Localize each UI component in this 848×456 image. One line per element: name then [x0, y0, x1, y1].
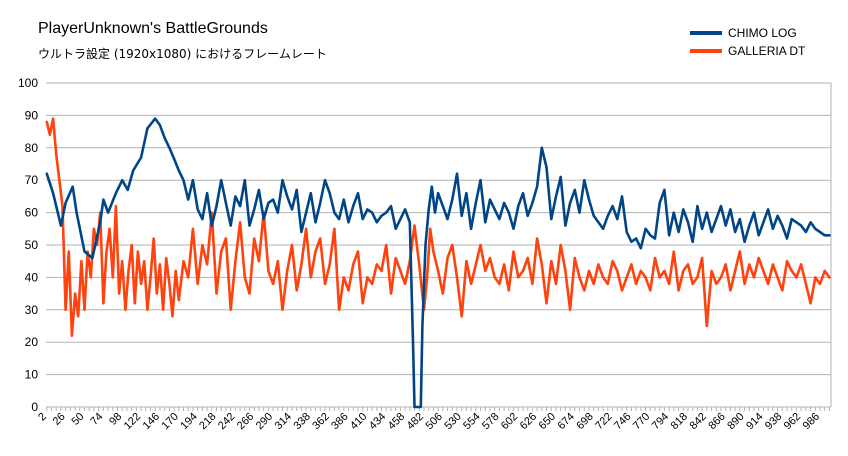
legend: CHIMO LOG GALLERIA DT	[690, 24, 805, 60]
y-tick-label-70: 70	[25, 173, 39, 187]
chart-subtitle: ウルトラ設定 (1920x1080) におけるフレームレート	[38, 47, 327, 61]
x-tick-label-770: 770	[631, 411, 652, 432]
y-tick-label-40: 40	[25, 270, 39, 284]
x-tick-label-794: 794	[650, 411, 671, 432]
x-tick-label-50: 50	[69, 411, 86, 428]
x-tick-label-434: 434	[367, 411, 388, 432]
x-tick-label-962: 962	[782, 411, 803, 432]
x-tick-label-218: 218	[197, 411, 218, 432]
x-tick-label-722: 722	[593, 411, 614, 432]
x-tick-label-26: 26	[51, 411, 68, 428]
legend-swatch-galleria-dt	[690, 49, 722, 53]
y-tick-label-0: 0	[31, 400, 38, 414]
x-tick-label-842: 842	[687, 411, 708, 432]
x-tick-label-506: 506	[423, 411, 444, 432]
x-tick-label-650: 650	[537, 411, 558, 432]
x-tick-label-626: 626	[518, 411, 539, 432]
x-tick-label-554: 554	[461, 411, 482, 432]
x-tick-label-362: 362	[310, 411, 331, 432]
y-tick-label-50: 50	[25, 238, 39, 252]
x-tick-label-914: 914	[744, 411, 765, 432]
x-tick-label-122: 122	[122, 411, 143, 432]
x-tick-label-818: 818	[669, 411, 690, 432]
x-tick-label-746: 746	[612, 411, 633, 432]
x-tick-label-410: 410	[348, 411, 369, 432]
x-tick-label-530: 530	[442, 411, 463, 432]
series-line-galleria-dt	[45, 117, 831, 338]
x-tick-label-866: 866	[706, 411, 727, 432]
x-tick-label-98: 98	[107, 411, 124, 428]
x-tick-label-890: 890	[725, 411, 746, 432]
x-tick-label-674: 674	[555, 411, 576, 432]
y-tick-label-90: 90	[25, 108, 39, 122]
x-tick-label-602: 602	[499, 411, 520, 432]
chart-title: PlayerUnknown's BattleGrounds	[38, 20, 268, 37]
legend-item-chimo-log: CHIMO LOG	[690, 24, 805, 42]
x-tick-label-386: 386	[329, 411, 350, 432]
x-tick-label-146: 146	[141, 411, 162, 432]
x-tick-label-986: 986	[801, 411, 822, 432]
legend-label-chimo-log: CHIMO LOG	[728, 26, 797, 40]
x-tick-label-482: 482	[405, 411, 426, 432]
x-tick-label-938: 938	[763, 411, 784, 432]
x-tick-label-170: 170	[159, 411, 180, 432]
x-tick-label-458: 458	[386, 411, 407, 432]
y-tick-label-100: 100	[18, 76, 38, 90]
y-tick-label-60: 60	[25, 206, 39, 220]
legend-swatch-chimo-log	[690, 31, 722, 35]
x-tick-label-266: 266	[235, 411, 256, 432]
y-tick-label-30: 30	[25, 303, 39, 317]
legend-label-galleria-dt: GALLERIA DT	[728, 44, 806, 58]
x-tick-label-194: 194	[178, 411, 199, 432]
x-tick-label-338: 338	[291, 411, 312, 432]
x-tick-label-314: 314	[273, 411, 294, 432]
y-tick-label-80: 80	[25, 141, 39, 155]
x-tick-label-290: 290	[254, 411, 275, 432]
legend-item-galleria-dt: GALLERIA DT	[690, 42, 805, 60]
y-tick-label-20: 20	[25, 335, 39, 349]
x-tick-label-2: 2	[36, 411, 49, 424]
x-tick-label-74: 74	[88, 411, 105, 428]
x-tick-label-698: 698	[574, 411, 595, 432]
x-tick-label-242: 242	[216, 411, 237, 432]
y-tick-label-10: 10	[25, 368, 39, 382]
x-tick-label-578: 578	[480, 411, 501, 432]
series-line-chimo-log	[45, 117, 831, 409]
